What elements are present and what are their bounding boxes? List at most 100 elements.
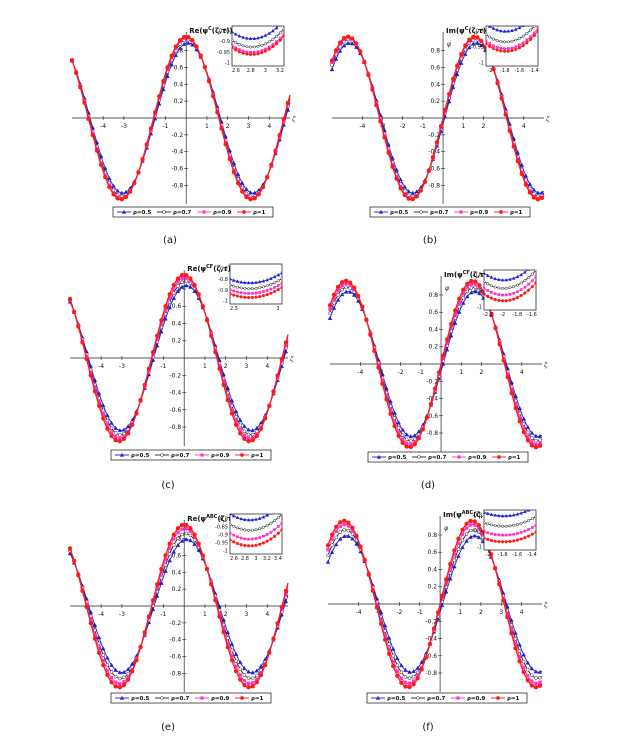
data-point-dot bbox=[243, 295, 247, 299]
data-point-dot bbox=[366, 72, 371, 78]
data-point-square bbox=[239, 291, 243, 295]
data-point-dot bbox=[534, 530, 536, 534]
data-point-dot bbox=[261, 294, 266, 298]
data-point-dot bbox=[450, 76, 456, 82]
data-point-square bbox=[495, 45, 499, 49]
data-point-square bbox=[518, 43, 521, 47]
y-tick-label: 0.6 bbox=[428, 549, 438, 556]
inset-x-tick-label: 2.5 bbox=[230, 306, 238, 312]
y-tick-label: -0.8 bbox=[426, 430, 438, 437]
data-point-dot bbox=[448, 321, 454, 327]
data-point-circle bbox=[250, 676, 255, 680]
data-point-dot bbox=[186, 34, 191, 40]
data-point-circle bbox=[534, 515, 536, 518]
data-point-triangle bbox=[188, 284, 193, 289]
data-point-dot bbox=[404, 444, 409, 449]
inset-zoom: -0.8 -0.9 -1 -2 -1.8 -1.6 -1.4 bbox=[472, 509, 537, 558]
data-point-circle bbox=[530, 436, 534, 440]
data-point-triangle bbox=[274, 26, 279, 30]
data-point-triangle bbox=[250, 428, 255, 433]
data-point-circle bbox=[254, 286, 258, 290]
data-point-dot bbox=[463, 43, 468, 48]
data-point-dot bbox=[167, 541, 172, 546]
data-point-dot bbox=[117, 685, 122, 690]
data-point-dot bbox=[175, 526, 181, 531]
data-point-triangle bbox=[238, 660, 243, 665]
data-point-triangle bbox=[233, 651, 239, 656]
y-tick-label: 0.2 bbox=[172, 586, 182, 593]
data-point-circle bbox=[247, 287, 251, 291]
data-point-circle bbox=[246, 432, 251, 437]
data-point-square bbox=[246, 681, 251, 686]
data-point-triangle bbox=[272, 274, 277, 279]
data-point-square bbox=[504, 293, 508, 297]
data-point-triangle bbox=[349, 41, 355, 46]
data-point-dot bbox=[382, 135, 387, 140]
data-point-dot bbox=[157, 94, 162, 99]
data-point-dot bbox=[90, 133, 95, 138]
data-point-dot bbox=[475, 35, 480, 40]
data-point-triangle bbox=[113, 667, 118, 672]
x-tick-label: -2 bbox=[400, 123, 406, 130]
data-point-circle bbox=[276, 279, 280, 283]
data-point-square bbox=[468, 523, 473, 527]
legend-label: ρ=1 bbox=[251, 696, 264, 702]
data-point-dot bbox=[233, 422, 239, 427]
legend-label: ρ=1 bbox=[508, 455, 521, 461]
data-point-dot bbox=[239, 295, 243, 299]
data-point-triangle bbox=[404, 432, 409, 437]
panel-caption: (f) bbox=[422, 722, 433, 733]
data-point-triangle bbox=[415, 665, 420, 670]
data-point-dot bbox=[399, 680, 404, 685]
data-point-dot bbox=[488, 44, 492, 48]
y-tick-label: 0.2 bbox=[174, 98, 184, 105]
data-point-triangle bbox=[489, 512, 494, 516]
data-point-circle bbox=[512, 523, 516, 527]
data-point-dot bbox=[455, 63, 460, 68]
data-point-triangle bbox=[537, 433, 543, 438]
data-point-circle bbox=[105, 662, 110, 667]
data-point-dot bbox=[279, 604, 284, 610]
data-point-triangle bbox=[411, 669, 416, 674]
data-point-dot bbox=[113, 684, 118, 689]
data-point-dot bbox=[341, 35, 347, 41]
data-point-dot bbox=[509, 391, 514, 396]
data-point-triangle bbox=[279, 23, 282, 26]
data-point-dot bbox=[192, 282, 197, 288]
data-point-square bbox=[529, 35, 532, 39]
data-point-dot bbox=[196, 292, 201, 297]
y-tick-label: -0.4 bbox=[169, 390, 181, 397]
data-point-triangle bbox=[246, 280, 251, 285]
data-point-dot bbox=[134, 411, 139, 416]
data-point-dot bbox=[338, 520, 343, 525]
data-point-circle bbox=[416, 696, 420, 700]
y-axis-label: ψ bbox=[447, 41, 452, 48]
inset-x-tick-label: 3.4 bbox=[274, 556, 282, 562]
data-point-dot bbox=[416, 436, 421, 441]
data-point-triangle bbox=[235, 515, 240, 519]
data-point-circle bbox=[346, 528, 351, 533]
data-point-dot bbox=[282, 34, 284, 38]
data-point-triangle bbox=[192, 288, 197, 293]
inset-y-tick-label: -0.95 bbox=[471, 45, 484, 51]
data-point-dot bbox=[444, 577, 449, 582]
data-point-dot bbox=[348, 280, 353, 285]
data-point-circle bbox=[243, 528, 247, 532]
data-point-dot bbox=[225, 397, 230, 403]
data-point-square bbox=[499, 46, 503, 50]
data-point-triangle bbox=[173, 52, 179, 57]
data-point-triangle bbox=[468, 534, 473, 539]
data-point-dot bbox=[473, 279, 478, 284]
data-point-square bbox=[242, 433, 247, 437]
data-point-circle bbox=[504, 286, 508, 290]
data-point-dot bbox=[440, 353, 446, 358]
data-point-dot bbox=[521, 429, 526, 435]
data-point-dot bbox=[150, 598, 156, 603]
data-point-dot bbox=[530, 532, 534, 536]
data-point-dot bbox=[388, 411, 393, 416]
data-point-triangle bbox=[256, 36, 260, 40]
x-tick-label: 1 bbox=[203, 363, 207, 370]
y-tick-label: -0.2 bbox=[169, 372, 181, 379]
data-point-dot bbox=[426, 168, 432, 173]
x-tick-label: 1 bbox=[461, 123, 465, 130]
